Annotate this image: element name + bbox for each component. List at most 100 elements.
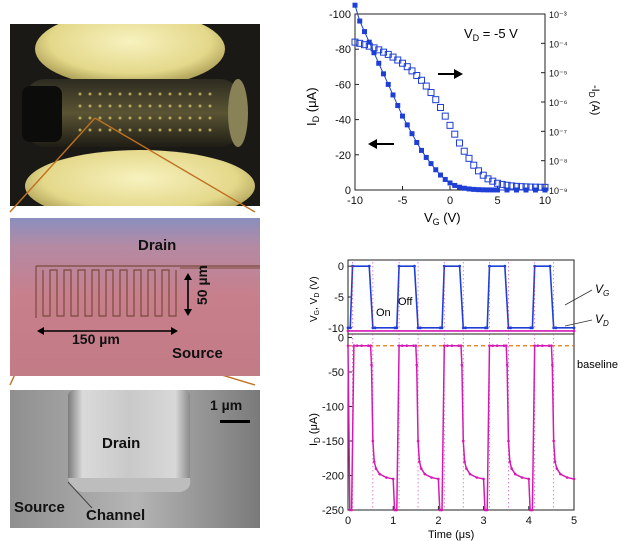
- switching-id-point: [457, 344, 461, 348]
- switching-id-point: [418, 460, 421, 463]
- transfer-linear-point: [495, 187, 500, 193]
- switching-xtick-label: 3: [481, 515, 487, 527]
- transfer-ylabel-right: -ID (A): [587, 85, 601, 115]
- switching-id-point: [495, 344, 499, 348]
- sem-drain-label: Drain: [102, 435, 140, 452]
- transfer-log-point: [517, 183, 525, 191]
- switching-id-point: [488, 344, 491, 348]
- transfer-ytick-right-label: 10⁻⁹: [549, 186, 568, 196]
- switching-bottom-frame: [347, 333, 575, 511]
- transfer-log-point: [527, 183, 535, 191]
- switching-id-point: [370, 363, 373, 367]
- switching-id-point: [371, 439, 375, 443]
- transfer-linear-point: [423, 154, 429, 160]
- switching-vg-point: [395, 326, 399, 330]
- transfer-log-point: [503, 181, 511, 189]
- transfer-ytick-left-label: -60: [335, 79, 351, 91]
- transfer-log-point: [484, 175, 492, 183]
- switching-id-point: [550, 344, 553, 348]
- transfer-ytick-right-label: 10⁻⁶: [549, 98, 568, 108]
- transfer-log-point: [446, 121, 454, 129]
- switching-response-chart: 0 1 2 3 4 50-5-100-50-100-150-200-250 On Off …: [308, 259, 618, 541]
- transfer-linear-point: [504, 187, 510, 193]
- transfer-log-point: [437, 103, 444, 111]
- transfer-log-point: [361, 41, 368, 49]
- transfer-log-point: [422, 82, 430, 90]
- sem-scale-label: 1 µm: [210, 397, 242, 413]
- transfer-ylabel-left: ID (μA): [304, 87, 321, 126]
- switching-id-point: [405, 344, 409, 348]
- switching-vg-point: [371, 326, 375, 330]
- switching-bottom-ytick-label: -50: [328, 367, 344, 379]
- switching-id-point: [547, 344, 551, 348]
- switching-vg-point: [531, 326, 534, 330]
- transfer-linear-point: [457, 184, 462, 190]
- switching-vg-point: [461, 326, 465, 330]
- optical-drain-label: Drain: [138, 237, 176, 254]
- switching-id-point: [508, 460, 512, 463]
- optical-height-label: 50 µm: [194, 265, 210, 305]
- switching-xtick-label: 4: [526, 515, 532, 527]
- transfer-log-point: [413, 72, 421, 80]
- switching-id-point: [553, 460, 557, 463]
- transfer-log-point: [475, 167, 482, 175]
- switching-id-point: [395, 508, 399, 512]
- switching-vd-label: VD: [595, 312, 609, 328]
- transfer-linear-point: [414, 139, 420, 145]
- transfer-linear-point: [409, 131, 415, 137]
- switching-id-point: [513, 472, 517, 476]
- transfer-log-point: [403, 63, 411, 71]
- transfer-log-point: [370, 44, 378, 52]
- switching-vg-point: [548, 264, 552, 268]
- switching-id-point: [372, 460, 376, 463]
- transfer-linear-point: [381, 71, 386, 77]
- switching-id-point: [437, 477, 440, 481]
- switching-top-ylabel: VG, VD (V): [309, 276, 321, 322]
- switching-id-point: [419, 467, 423, 470]
- transfer-linear-point: [400, 113, 405, 119]
- transfer-linear-point: [471, 186, 477, 192]
- transfer-xtick-label: 5: [494, 195, 500, 207]
- switching-xtick-label: 1: [390, 515, 396, 527]
- switching-id-point: [348, 508, 352, 512]
- transfer-log-point: [375, 46, 383, 54]
- transfer-linear-point: [352, 2, 358, 8]
- transfer-log-point: [380, 48, 387, 56]
- switching-id-point: [400, 344, 404, 348]
- switching-id-point: [491, 344, 494, 348]
- switching-id-point: [442, 344, 446, 348]
- transfer-log-point: [441, 112, 449, 120]
- switching-ticks: 0 1 2 3 4 50-5-100-50-100-150-200-250: [322, 261, 577, 527]
- switching-bottom-ytick-label: -100: [322, 401, 344, 413]
- transfer-log-point: [427, 89, 435, 97]
- switching-baseline-label: baseline: [577, 359, 618, 371]
- switching-id-point: [572, 477, 576, 481]
- transfer-log-point: [451, 130, 459, 138]
- switching-vg-label: VG: [595, 282, 609, 298]
- switching-id-point: [536, 344, 540, 348]
- optical-source-label: Source: [172, 345, 223, 362]
- transfer-xtick-label: 10: [539, 195, 551, 207]
- switching-vg-point: [458, 264, 462, 268]
- transfer-linear-point: [357, 18, 363, 24]
- transfer-linear-point: [480, 187, 486, 193]
- switching-vg-point: [440, 326, 444, 330]
- switching-bottom-ytick-label: -150: [322, 436, 344, 448]
- optical-micrograph-art: Drain 50 µm 150 µm Source: [10, 218, 260, 376]
- arrow-to-right-axis: [438, 69, 463, 79]
- transfer-log-point: [460, 147, 468, 155]
- switching-id-point: [440, 508, 444, 512]
- switching-id-point: [559, 472, 562, 476]
- switching-id-point: [565, 476, 569, 479]
- transfer-log-point: [513, 182, 520, 190]
- sem-micrograph: 1 µm Drain Source Channel: [10, 390, 260, 528]
- transfer-log-point: [508, 182, 516, 190]
- transfer-log-point: [494, 179, 501, 187]
- switching-id-point: [391, 477, 395, 481]
- transfer-log-point: [365, 42, 373, 50]
- switching-bottom-ytick-label: -250: [322, 505, 344, 517]
- switching-id-point: [533, 344, 536, 348]
- transfer-linear-point: [419, 147, 424, 153]
- transfer-linear-point: [366, 39, 372, 45]
- transfer-ytick-right-label: 10⁻⁷: [549, 127, 567, 137]
